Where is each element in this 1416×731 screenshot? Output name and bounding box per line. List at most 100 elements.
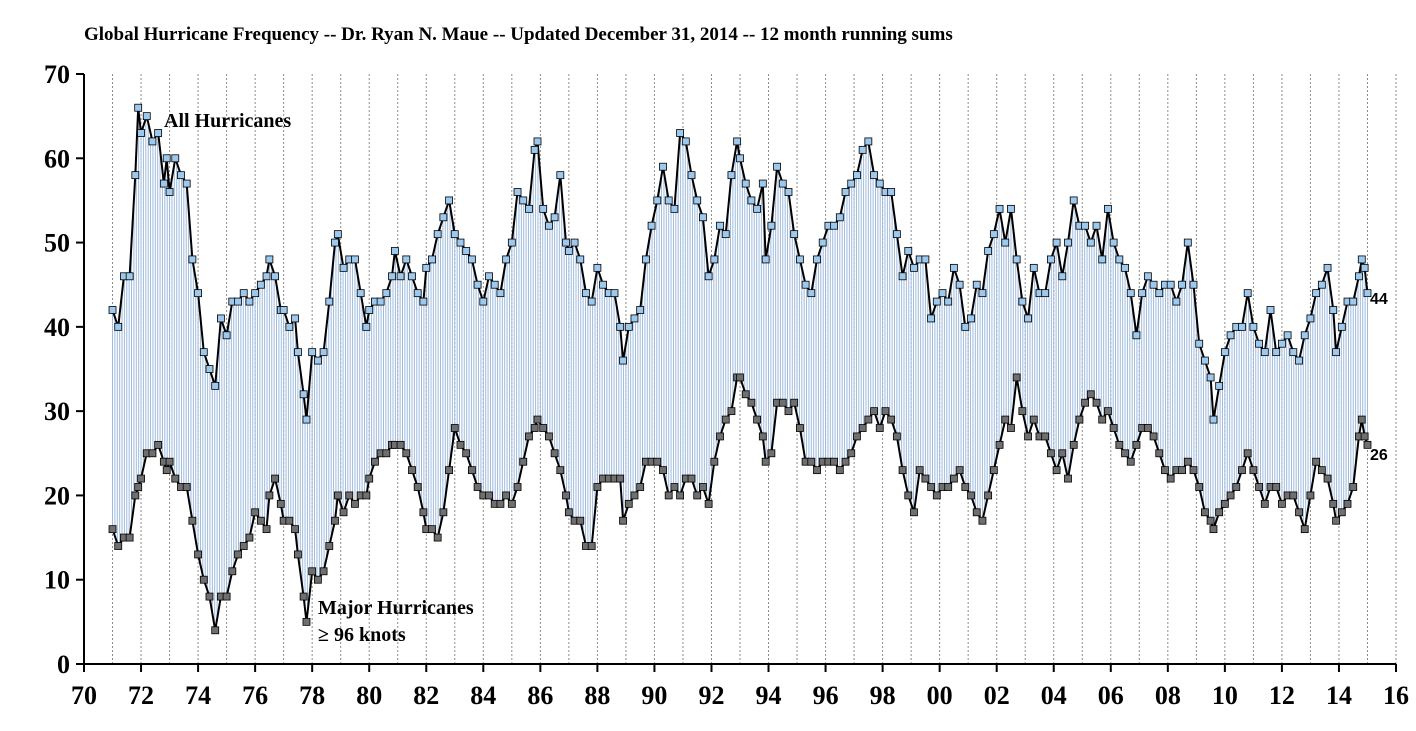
- major-hurricanes-point: [408, 466, 416, 475]
- all-hurricanes-point: [1081, 221, 1090, 230]
- major-hurricanes-point: [1206, 516, 1215, 525]
- major-hurricanes-point: [419, 508, 428, 517]
- all-hurricanes-point: [134, 103, 143, 112]
- major-hurricanes-point: [653, 457, 662, 466]
- y-tick-label: 70: [44, 60, 70, 89]
- all-hurricanes-point: [616, 322, 625, 331]
- all-hurricanes-point: [271, 272, 279, 281]
- all-hurricanes-point: [858, 145, 867, 154]
- all-hurricanes-point: [525, 204, 533, 213]
- all-hurricanes-point: [1332, 348, 1341, 357]
- all-hurricanes-point: [1155, 289, 1164, 298]
- all-hurricanes-point: [619, 356, 627, 365]
- all-hurricanes-point: [624, 322, 633, 331]
- all-hurricanes-point: [647, 221, 656, 230]
- major-hurricanes-point: [165, 457, 174, 466]
- major-hurricanes-point: [562, 491, 570, 500]
- all-hurricanes-point: [351, 255, 359, 264]
- major-hurricanes-point: [1312, 457, 1321, 466]
- major-hurricanes-point: [182, 483, 191, 491]
- major-hurricanes-point: [1052, 466, 1061, 475]
- all-hurricanes-point: [199, 348, 208, 357]
- all-hurricanes-point: [333, 230, 342, 239]
- all-hurricanes-point: [721, 230, 730, 239]
- major-hurricanes-point: [616, 474, 625, 483]
- all-hurricanes-point: [664, 196, 673, 205]
- major-hurricanes-point: [564, 508, 573, 517]
- all-hurricanes-point: [687, 171, 696, 180]
- major-hurricanes-point: [670, 483, 679, 491]
- all-hurricanes-point: [502, 255, 511, 264]
- all-hurricanes-point: [325, 297, 334, 306]
- all-hurricanes-point: [736, 154, 744, 163]
- all-hurricanes-point: [910, 263, 918, 272]
- all-hurricanes-point: [870, 171, 878, 180]
- major-hurricanes-point: [721, 415, 730, 424]
- major-hurricanes-point: [294, 550, 302, 559]
- all-hurricanes-point: [222, 331, 231, 340]
- all-hurricanes-point: [456, 238, 465, 247]
- major-hurricanes-point: [285, 516, 294, 525]
- all-hurricanes-point: [727, 171, 736, 180]
- major-hurricanes-point: [693, 491, 702, 500]
- major-hurricanes-point: [114, 542, 123, 550]
- all-hurricanes-point: [767, 221, 776, 230]
- x-tick-label: 02: [984, 681, 1010, 710]
- all-hurricanes-point: [217, 314, 225, 323]
- all-hurricanes-point: [1069, 196, 1078, 205]
- all-hurricanes-point: [847, 179, 856, 188]
- major-hurricanes-point: [664, 491, 673, 500]
- major-hurricanes-point: [211, 626, 220, 635]
- x-tick-label: 70: [71, 681, 97, 710]
- major-hurricanes-point: [984, 491, 993, 500]
- major-hurricanes-point: [1343, 499, 1352, 508]
- major-hurricanes-point: [228, 567, 237, 576]
- all-hurricanes-point: [1046, 255, 1055, 264]
- major-hurricanes-point: [439, 508, 448, 517]
- all-hurricanes-point: [550, 213, 559, 222]
- major-hurricanes-point: [676, 491, 685, 500]
- all-hurricanes-point: [813, 255, 821, 264]
- all-hurricanes-point: [853, 171, 861, 180]
- all-hurricanes-point: [205, 365, 214, 373]
- all-hurricanes-point: [396, 272, 405, 281]
- all-hurricanes-point: [932, 297, 941, 306]
- all-hurricanes-point: [1007, 204, 1015, 213]
- all-hurricanes-point: [747, 196, 756, 205]
- all-hurricanes-point: [864, 137, 873, 146]
- major-hurricanes-point: [624, 499, 633, 508]
- major-hurricanes-point: [1086, 390, 1095, 399]
- major-hurricanes-point: [727, 407, 736, 416]
- all-hurricanes-point: [938, 289, 947, 298]
- major-hurricanes-point: [148, 449, 157, 458]
- x-tick-label: 92: [698, 681, 724, 710]
- all-hurricanes-point: [356, 289, 365, 298]
- major-hurricanes-point: [989, 466, 998, 475]
- major-hurricanes-point: [910, 508, 918, 517]
- major-hurricanes-point: [382, 449, 391, 458]
- all-hurricanes-point: [148, 137, 157, 146]
- all-hurricanes-point: [1126, 289, 1135, 298]
- major-hurricanes-point: [1098, 415, 1107, 424]
- all-hurricanes-point: [319, 348, 328, 357]
- all-hurricanes-point: [291, 314, 299, 323]
- major-hurricanes-line: [111, 376, 1369, 631]
- major-hurricanes-point: [1092, 398, 1101, 407]
- major-hurricanes-point: [716, 432, 724, 441]
- all-hurricanes-point: [428, 255, 436, 264]
- all-hurricanes-point: [818, 238, 827, 247]
- major-hurricanes-point: [299, 592, 308, 601]
- all-hurricanes-point: [587, 297, 596, 306]
- all-hurricanes-point: [445, 196, 453, 205]
- major-hurricanes-point: [234, 550, 242, 559]
- all-hurricanes-point: [961, 322, 970, 331]
- major-hurricanes-point: [539, 424, 548, 432]
- all-hurricanes-point: [108, 306, 117, 314]
- x-tick-label: 80: [356, 681, 382, 710]
- all-hurricanes-point: [1249, 322, 1258, 331]
- all-hurricanes-point: [545, 221, 553, 230]
- major-hurricanes-point: [1126, 457, 1135, 466]
- major-threshold-label: ≥ 96 knots: [318, 624, 406, 646]
- major-hurricanes-point: [413, 483, 422, 491]
- major-hurricanes-point: [636, 483, 645, 491]
